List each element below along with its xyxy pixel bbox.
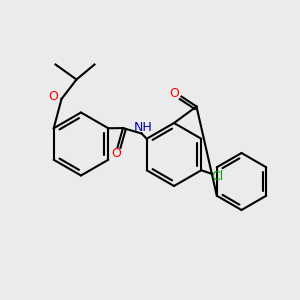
Text: O: O [169, 87, 179, 100]
Text: O: O [48, 90, 58, 103]
Text: NH: NH [134, 121, 152, 134]
Text: Cl: Cl [212, 170, 224, 183]
Text: O: O [111, 147, 121, 160]
